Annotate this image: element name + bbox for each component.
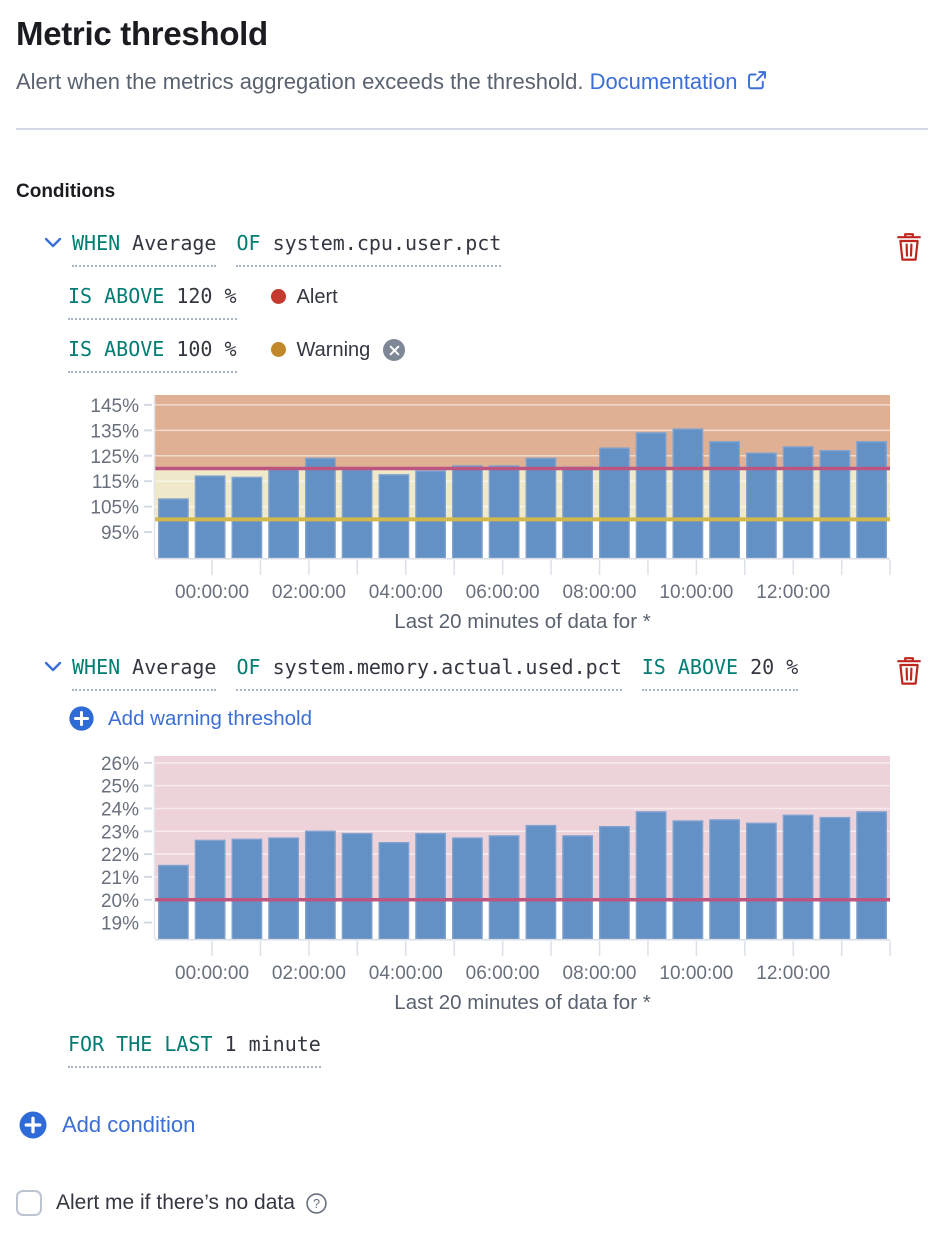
- svg-text:19%: 19%: [101, 914, 139, 935]
- for-the-last-keyword: FOR THE LAST: [68, 1032, 213, 1056]
- svg-text:?: ?: [313, 1197, 320, 1211]
- svg-text:00:00:00: 00:00:00: [175, 963, 249, 984]
- condition-1: WHEN Average OF system.cpu.user.pct IS ABO…: [16, 230, 928, 634]
- trash-icon[interactable]: [892, 654, 926, 690]
- svg-text:04:00:00: 04:00:00: [369, 582, 443, 603]
- plus-circle-icon: [68, 705, 95, 732]
- of-expression[interactable]: OF system.memory.actual.used.pct: [236, 654, 622, 691]
- add-condition-label: Add condition: [62, 1112, 196, 1137]
- svg-text:10:00:00: 10:00:00: [659, 582, 733, 603]
- external-link-icon: [746, 69, 768, 98]
- condition-2-header-row: WHEN Average OF system.memory.actual.used.…: [16, 654, 928, 691]
- alert-threshold-row: IS ABOVE 120 % Alert: [68, 283, 928, 320]
- svg-text:00:00:00: 00:00:00: [175, 582, 249, 603]
- for-the-last-row: FOR THE LAST 1 minute: [68, 1031, 928, 1068]
- of-value: system.cpu.user.pct: [272, 231, 502, 255]
- svg-text:Last 20 minutes of data for *: Last 20 minutes of data for *: [394, 610, 650, 633]
- alert-threshold-expression[interactable]: IS ABOVE 120 %: [68, 283, 237, 320]
- no-data-checkbox-label[interactable]: Alert me if there’s no data: [56, 1191, 295, 1214]
- add-warning-threshold-button[interactable]: Add warning threshold: [68, 705, 928, 732]
- svg-text:10:00:00: 10:00:00: [659, 963, 733, 984]
- add-condition-button[interactable]: Add condition: [18, 1110, 928, 1140]
- alert-severity-label: Alert: [296, 286, 338, 308]
- page-title: Metric threshold: [16, 15, 268, 52]
- svg-text:135%: 135%: [90, 421, 139, 442]
- svg-text:23%: 23%: [101, 822, 139, 843]
- cpu-threshold-chart: 95% 105% 115% 125% 135% 145% 00:00:00 02:00:00 0…: [16, 389, 928, 634]
- warning-threshold-value: 100 %: [176, 337, 237, 361]
- when-expression[interactable]: WHEN Average: [72, 654, 217, 691]
- when-expression[interactable]: WHEN Average: [72, 230, 217, 267]
- alert-threshold-value: 120 %: [176, 284, 237, 308]
- is-above-keyword: IS ABOVE: [641, 655, 739, 679]
- add-warning-threshold-label: Add warning threshold: [108, 706, 312, 730]
- of-keyword: OF: [236, 655, 261, 679]
- chevron-down-icon[interactable]: [42, 656, 64, 678]
- for-the-last-value: 1 minute: [224, 1032, 321, 1056]
- warning-severity-label: Warning: [296, 339, 371, 361]
- when-keyword: WHEN: [72, 655, 121, 679]
- svg-text:25%: 25%: [101, 777, 139, 798]
- svg-text:115%: 115%: [92, 472, 139, 493]
- documentation-link-label: Documentation: [589, 69, 738, 94]
- condition-2: WHEN Average OF system.memory.actual.used.…: [16, 654, 928, 1068]
- when-value: Average: [132, 231, 217, 255]
- svg-text:20%: 20%: [101, 891, 139, 912]
- chevron-down-icon[interactable]: [42, 232, 64, 254]
- alert-threshold-value: 20 %: [750, 655, 799, 679]
- svg-text:06:00:00: 06:00:00: [466, 963, 540, 984]
- of-expression[interactable]: OF system.cpu.user.pct: [236, 230, 502, 267]
- documentation-link[interactable]: Documentation: [590, 69, 768, 94]
- for-the-last-expression[interactable]: FOR THE LAST 1 minute: [68, 1031, 321, 1068]
- cross-circle-icon[interactable]: [383, 339, 406, 361]
- memory-threshold-chart: 19% 20% 21% 22% 23% 24% 25% 26% 00:00:00 02:00:00…: [16, 750, 928, 1015]
- svg-text:22%: 22%: [101, 845, 139, 866]
- svg-text:08:00:00: 08:00:00: [563, 582, 637, 603]
- svg-text:24%: 24%: [101, 799, 139, 820]
- warning-dot-icon: [270, 342, 286, 357]
- condition-1-header-row: WHEN Average OF system.cpu.user.pct: [16, 230, 928, 267]
- svg-text:02:00:00: 02:00:00: [272, 582, 346, 603]
- svg-text:26%: 26%: [101, 754, 139, 775]
- is-above-keyword: IS ABOVE: [68, 337, 165, 361]
- of-value: system.memory.actual.used.pct: [272, 655, 622, 679]
- plus-circle-icon: [18, 1110, 48, 1140]
- svg-text:12:00:00: 12:00:00: [756, 582, 830, 603]
- section-divider: [16, 128, 928, 130]
- when-keyword: WHEN: [72, 231, 121, 255]
- svg-text:02:00:00: 02:00:00: [272, 963, 346, 984]
- svg-text:06:00:00: 06:00:00: [466, 582, 540, 603]
- warning-threshold-row: IS ABOVE 100 % Warning: [68, 336, 928, 373]
- conditions-heading: Conditions: [16, 181, 116, 202]
- page-subtitle: Alert when the metrics aggregation excee…: [16, 68, 928, 98]
- subtitle-text: Alert when the metrics aggregation excee…: [16, 69, 584, 94]
- when-value: Average: [132, 655, 217, 679]
- svg-text:125%: 125%: [90, 447, 139, 468]
- trash-icon[interactable]: [892, 230, 926, 266]
- question-circle-icon[interactable]: ?: [305, 1192, 328, 1215]
- warning-threshold-expression[interactable]: IS ABOVE 100 %: [68, 336, 237, 373]
- svg-text:Last 20 minutes of data for *: Last 20 minutes of data for *: [394, 991, 650, 1014]
- svg-text:21%: 21%: [101, 868, 139, 889]
- svg-text:105%: 105%: [90, 498, 139, 519]
- no-data-alert-row: Alert me if there’s no data ?: [16, 1190, 928, 1216]
- alert-threshold-expression[interactable]: IS ABOVE 20 %: [641, 654, 799, 691]
- alert-dot-icon: [270, 289, 286, 304]
- svg-text:145%: 145%: [90, 396, 139, 417]
- no-data-checkbox[interactable]: [16, 1190, 42, 1216]
- svg-text:04:00:00: 04:00:00: [369, 963, 443, 984]
- svg-text:12:00:00: 12:00:00: [756, 963, 830, 984]
- of-keyword: OF: [236, 231, 261, 255]
- is-above-keyword: IS ABOVE: [68, 284, 165, 308]
- svg-text:95%: 95%: [101, 523, 139, 544]
- svg-text:08:00:00: 08:00:00: [563, 963, 637, 984]
